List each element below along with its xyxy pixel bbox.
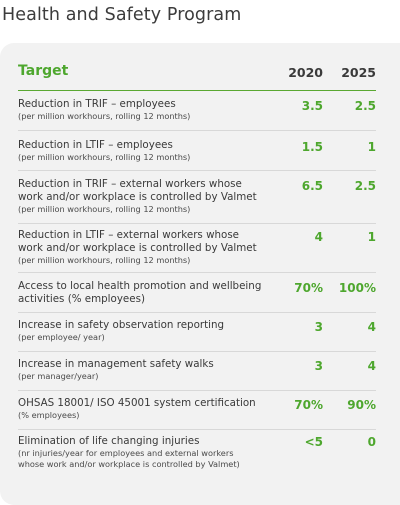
header-year-2025: 2025: [341, 65, 376, 80]
row-title-line2: activities (% employees): [18, 292, 145, 305]
header-year-2020: 2020: [288, 65, 323, 80]
value-2020: 3: [314, 320, 323, 334]
value-2020: <5: [304, 435, 323, 449]
row-label: Reduction in TRIF – employees (per milli…: [18, 98, 268, 122]
row-title: Access to local health promotion and wel…: [18, 280, 262, 292]
value-2025: 2.5: [354, 179, 376, 193]
row-label: Reduction in TRIF – external workers who…: [18, 178, 268, 214]
row-note: (per million workhours, rolling 12 month…: [18, 254, 191, 265]
table-row: Increase in safety observation reporting…: [18, 313, 376, 352]
row-title: Reduction in TRIF – employees: [18, 98, 176, 110]
table-row: Elimination of life changing injuries (n…: [18, 430, 376, 480]
row-title: Reduction in TRIF – external workers who…: [18, 178, 242, 190]
table-row: Reduction in TRIF – employees (per milli…: [18, 91, 376, 131]
row-title: OHSAS 18001/ ISO 45001 system certificat…: [18, 397, 256, 409]
row-note-line2: whose work and/or workplace is controlle…: [18, 458, 240, 469]
value-2025: 100%: [338, 281, 376, 295]
page-title: Health and Safety Program: [2, 5, 242, 25]
table-row: Reduction in LTIF – external workers who…: [18, 224, 376, 273]
row-title: Elimination of life changing injuries: [18, 435, 200, 447]
row-title: Reduction in LTIF – employees: [18, 139, 173, 151]
row-note: (per employee/ year): [18, 331, 105, 342]
row-note: (per million workhours, rolling 12 month…: [18, 110, 191, 121]
value-2025: 1: [367, 230, 376, 244]
value-2020: 6.5: [301, 179, 323, 193]
row-label: Reduction in LTIF – external workers who…: [18, 229, 268, 265]
row-title-line2: work and/or workplace is controlled by V…: [18, 241, 257, 254]
row-title: Reduction in LTIF – external workers who…: [18, 229, 240, 241]
row-label: OHSAS 18001/ ISO 45001 system certificat…: [18, 397, 268, 421]
table-row: Reduction in LTIF – employees (per milli…: [18, 131, 376, 171]
value-2025: 4: [367, 320, 376, 334]
value-2025: 4: [367, 359, 376, 373]
table-row: Access to local health promotion and wel…: [18, 273, 376, 313]
row-title-line2: work and/or workplace is controlled by V…: [18, 190, 257, 203]
row-note: (per manager/year): [18, 370, 99, 381]
row-label: Reduction in LTIF – employees (per milli…: [18, 139, 268, 163]
table-row: Increase in management safety walks (per…: [18, 352, 376, 391]
value-2020: 4: [314, 230, 323, 244]
row-note: (per million workhours, rolling 12 month…: [18, 203, 191, 214]
table-header: Target 2020 2025: [18, 63, 376, 91]
row-title: Increase in management safety walks: [18, 358, 214, 370]
value-2025: 1: [367, 140, 376, 154]
targets-table: Target 2020 2025 Reduction in TRIF – emp…: [0, 43, 400, 505]
header-target: Target: [18, 63, 69, 79]
row-label: Increase in safety observation reporting…: [18, 319, 268, 343]
value-2020: 1.5: [301, 140, 323, 154]
row-note: (per million workhours, rolling 12 month…: [18, 151, 191, 162]
value-2025: 0: [367, 435, 376, 449]
row-label: Elimination of life changing injuries (n…: [18, 435, 280, 469]
row-label: Access to local health promotion and wel…: [18, 280, 268, 306]
row-note: (nr injuries/year for employees and exte…: [18, 447, 234, 458]
value-2020: 70%: [294, 281, 323, 295]
row-label: Increase in management safety walks (per…: [18, 358, 268, 382]
row-title: Increase in safety observation reporting: [18, 319, 225, 331]
value-2025: 2.5: [354, 99, 376, 113]
row-note: (% employees): [18, 409, 80, 420]
value-2020: 3.5: [301, 99, 323, 113]
table-row: Reduction in TRIF – external workers who…: [18, 171, 376, 224]
value-2025: 90%: [347, 398, 376, 412]
value-2020: 3: [314, 359, 323, 373]
table-row: OHSAS 18001/ ISO 45001 system certificat…: [18, 391, 376, 430]
value-2020: 70%: [294, 398, 323, 412]
